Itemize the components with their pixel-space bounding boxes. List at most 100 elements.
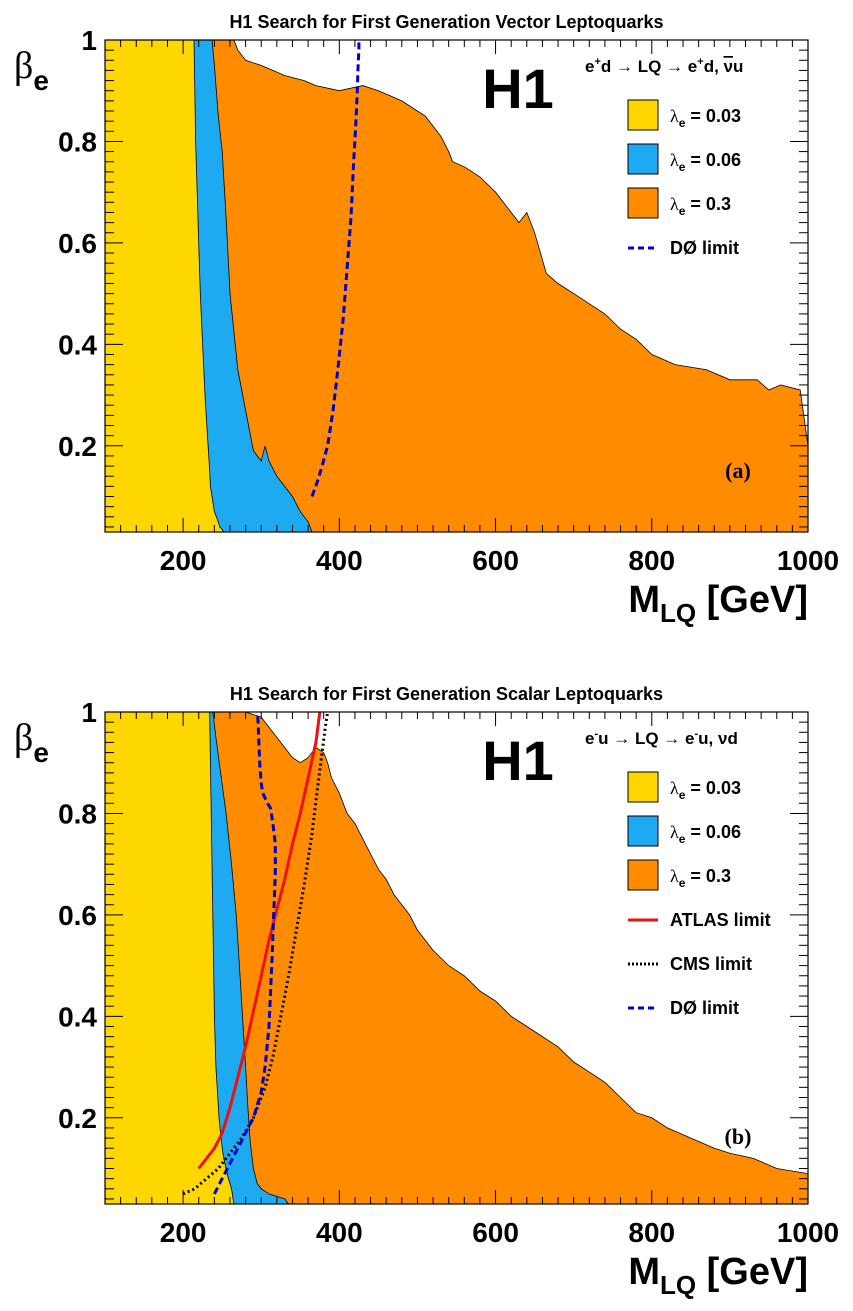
chart-panel-2: H1 Search for First Generation Scalar Le… [14,684,839,1300]
legend-label: DØ limit [670,238,739,258]
x-axis-label: MLQ [GeV] [628,579,808,628]
x-axis-label: MLQ [GeV] [628,1251,808,1300]
legend-label: λe = 0.3 [670,866,731,890]
plot-frame [104,39,809,533]
legend-text: CMS limit [670,954,752,974]
y-label-subscript: e [33,737,49,768]
legend-subscript: e [679,832,686,846]
y-tick-label: 0.2 [58,431,97,462]
x-tick-label: 600 [472,545,519,576]
chart-title: H1 Search for First Generation Vector Le… [229,12,663,32]
legend-swatch [627,99,659,131]
x-label-main: M [628,1251,660,1293]
x-label-main: M [628,579,660,621]
legend-swatch [627,859,659,891]
legend-swatch [627,815,659,847]
legend-text: = 0.06 [685,150,741,170]
legend-label: λe = 0.06 [670,822,741,846]
panel-label: (b) [725,1124,752,1149]
series-d-limit-line [310,40,361,498]
legend-label: λe = 0.03 [670,778,741,802]
process-label: e+d → LQ → e+d, νu [585,56,743,76]
legend-text: DØ limit [670,238,739,258]
legend-swatch [627,771,659,803]
legend-text: = 0.3 [685,194,731,214]
plot-frame [104,711,809,1205]
x-tick-label: 600 [472,1217,519,1248]
process-post: d, [704,57,724,76]
series-d-limit-line [213,712,277,1195]
legend-text: ATLAS limit [670,910,771,930]
panel-label: (a) [725,458,751,483]
process-mid: u → LQ → e [598,729,694,748]
process-mid: d → LQ → e [601,57,697,76]
y-tick-label: 0.6 [58,900,97,931]
y-tick-label: 0.6 [58,228,97,259]
process-mid-sup: + [697,56,703,68]
chart-title: H1 Search for First Generation Scalar Le… [230,684,663,704]
y-label-symbol: β [14,45,33,87]
process-post: u, νd [698,729,738,748]
data-layer [105,712,808,1204]
x-tick-label: 200 [160,1217,207,1248]
process-mid-sup: - [694,728,698,740]
chart-panel-1: H1 Search for First Generation Vector Le… [14,12,839,628]
y-tick-label: 0.2 [58,1103,97,1134]
x-tick-label: 800 [628,1217,675,1248]
process-pre: e [585,57,594,76]
x-tick-label: 1000 [777,545,839,576]
legend-symbol: λ [670,866,679,886]
y-tick-label: 1 [81,697,97,728]
legend-symbol: λ [670,778,679,798]
x-label-unit: [GeV] [696,579,808,621]
x-tick-label: 1000 [777,1217,839,1248]
legend-symbol: λ [670,106,679,126]
legend-label: DØ limit [670,998,739,1018]
series-e-0-3-area [105,40,808,532]
series-e-0-3-area [105,712,808,1204]
process-label: e-u → LQ → e-u, νd [585,728,738,748]
x-label-subscript: LQ [660,1270,696,1300]
series-atlas-limit-line [197,712,322,1170]
legend-subscript: e [679,160,686,174]
legend-label: ATLAS limit [670,910,771,930]
y-tick-label: 0.4 [58,329,97,360]
legend-label: λe = 0.03 [670,106,741,130]
data-layer [105,40,808,532]
h1-logo: H1 [482,729,554,792]
x-label-unit: [GeV] [696,1251,808,1293]
y-tick-label: 0.8 [58,126,97,157]
x-tick-label: 800 [628,545,675,576]
y-tick-label: 0.8 [58,798,97,829]
h1-logo: H1 [482,57,554,120]
x-tick-label: 400 [316,1217,363,1248]
legend-label: CMS limit [670,954,752,974]
process-end: u [733,57,743,76]
series-e-0-03-area [105,40,225,532]
y-tick-label: 1 [81,25,97,56]
process-pre: e [585,729,594,748]
legend-swatch [627,143,659,175]
legend-text: DØ limit [670,998,739,1018]
legend-text: = 0.3 [685,866,731,886]
process-bar: ν [724,57,733,76]
legend-subscript: e [679,116,686,130]
legend-subscript: e [679,204,686,218]
series-e-0-03-area [105,712,235,1204]
legend-subscript: e [679,876,686,890]
process-pre-sup: + [594,56,600,68]
legend-label: λe = 0.3 [670,194,731,218]
legend-symbol: λ [670,822,679,842]
x-tick-label: 200 [160,545,207,576]
legend-text: = 0.03 [685,778,741,798]
legend-subscript: e [679,788,686,802]
legend-swatch [627,187,659,219]
y-tick-label: 0.4 [58,1001,97,1032]
legend-text: = 0.06 [685,822,741,842]
legend-text: = 0.03 [685,106,741,126]
y-axis-label: βe [14,717,49,768]
x-label-subscript: LQ [660,598,696,628]
y-axis-label: βe [14,45,49,96]
legend-symbol: λ [670,194,679,214]
